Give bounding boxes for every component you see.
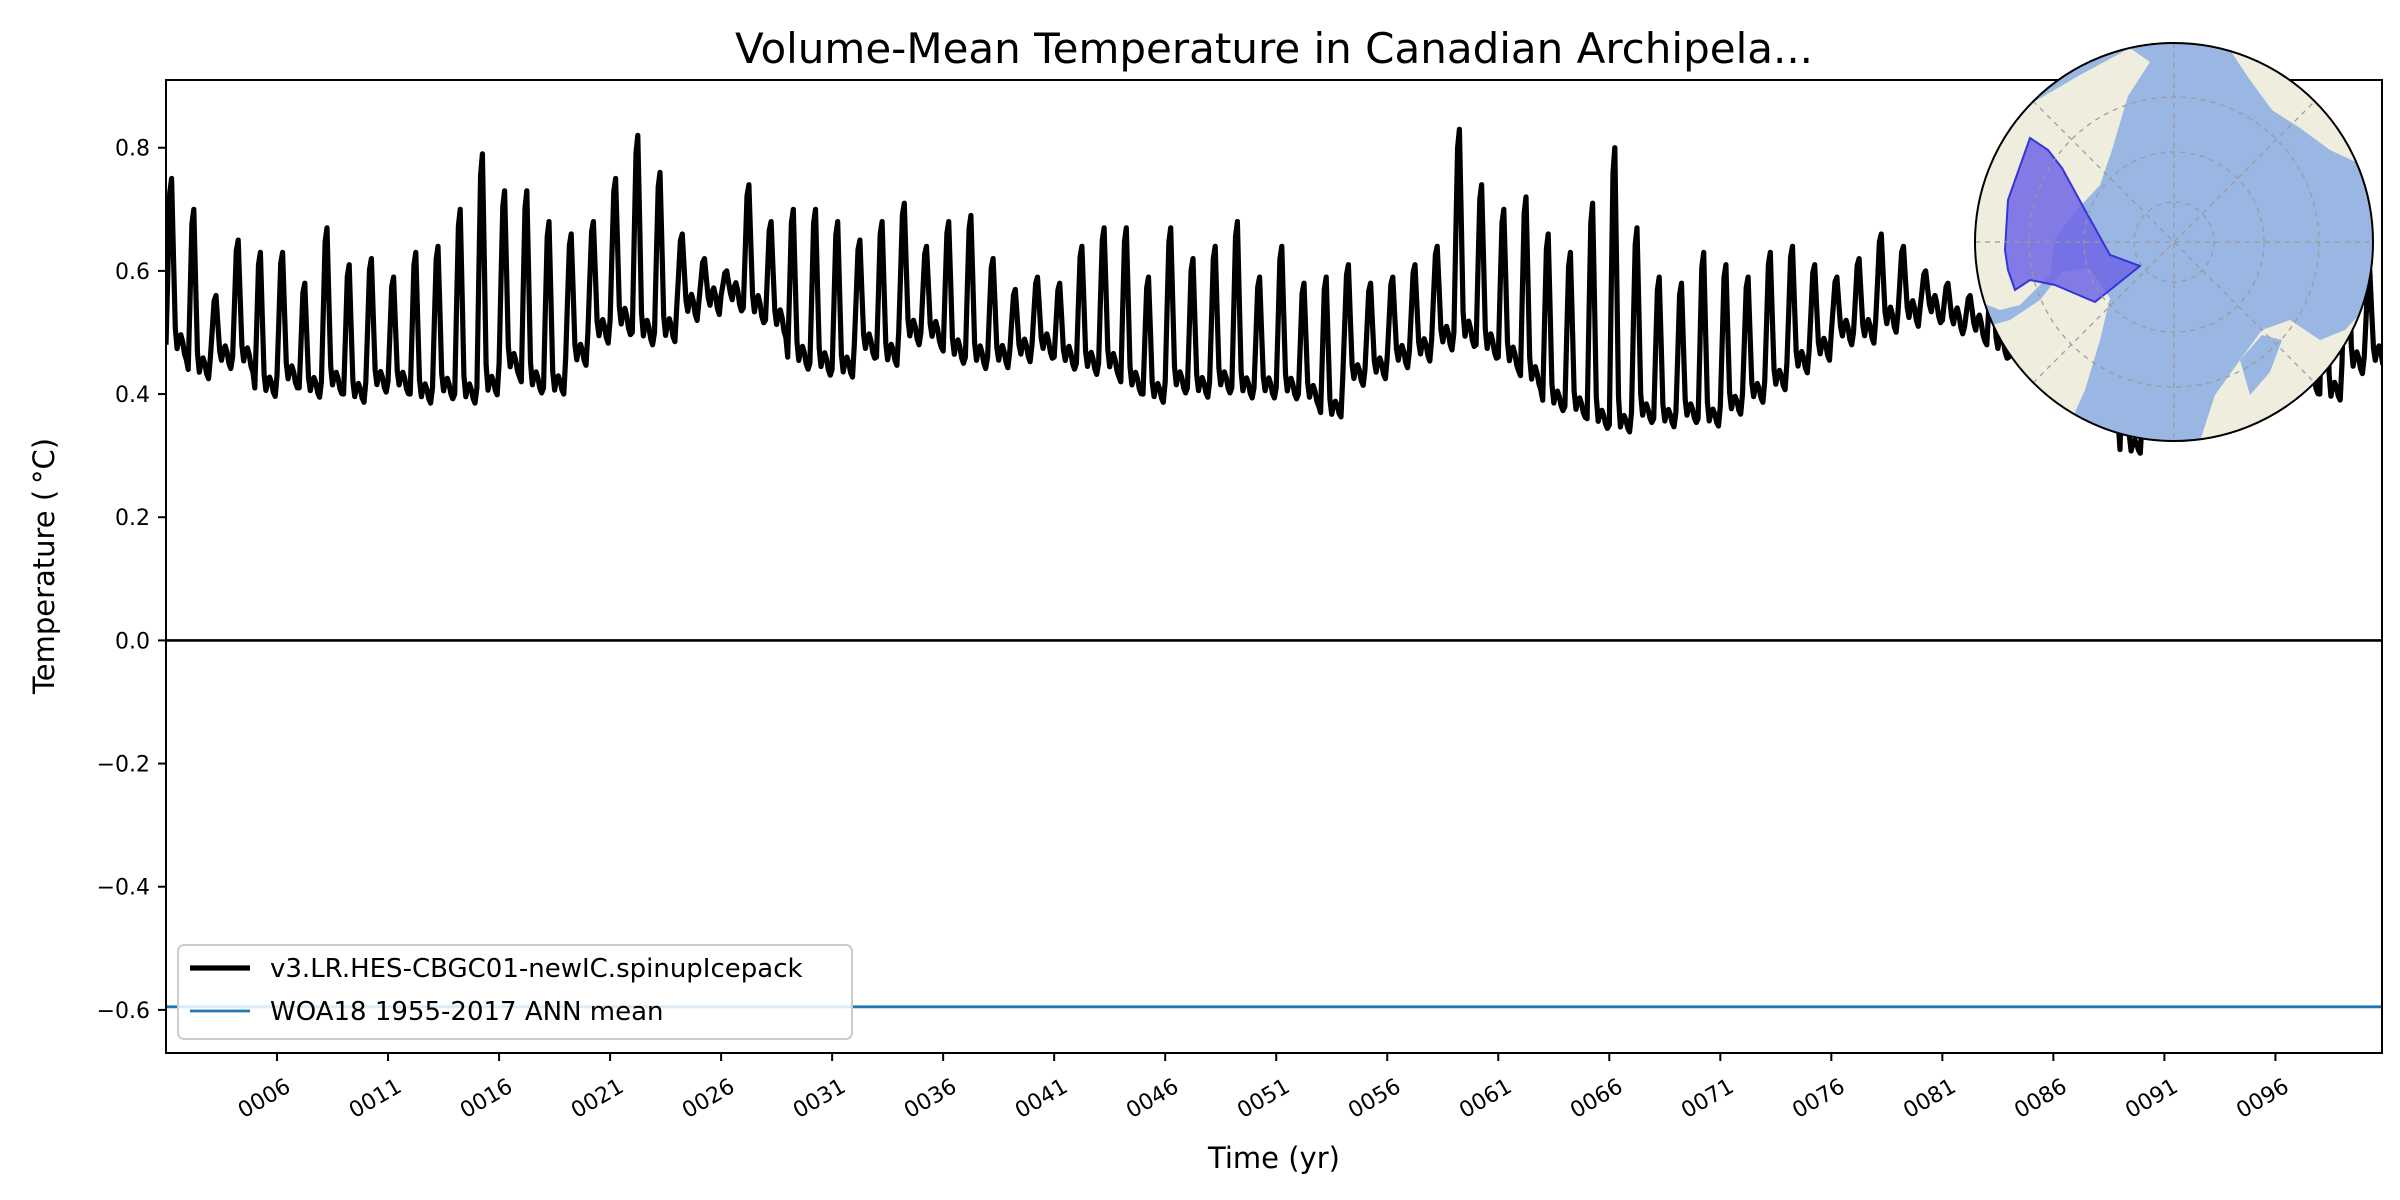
y-axis-label: Temperature ( °C) (27, 438, 61, 695)
x-tick-label: 0071 (1677, 1074, 1738, 1124)
y-tick-label: 0.6 (115, 260, 150, 285)
y-tick-label: 0.0 (115, 629, 150, 654)
x-tick-label: 0066 (1566, 1074, 1627, 1124)
y-tick-label: 0.2 (115, 506, 150, 531)
map-graticule (1975, 43, 2373, 441)
map-border (1974, 42, 2374, 442)
y-tick-label: 0.4 (115, 383, 150, 408)
x-tick-label: 0006 (234, 1074, 295, 1124)
x-tick-label: 0041 (1011, 1074, 1072, 1124)
x-tick-label: 0026 (678, 1074, 739, 1124)
y-axis: 0.8 0.6 0.4 0.2 0.0 −0.2 −0.4 −0.6 (97, 137, 166, 1024)
map-region-canadian-archipelago (2003, 136, 2143, 304)
x-tick-label: 0086 (2010, 1074, 2071, 1124)
x-tick-label: 0021 (567, 1074, 628, 1124)
x-tick-label: 0051 (1233, 1074, 1294, 1124)
x-tick-label: 0046 (1122, 1074, 1183, 1124)
plot-frame (165, 79, 2383, 1054)
x-tick-label: 0061 (1455, 1074, 1516, 1124)
x-axis-label: Time (yr) (1207, 1141, 1340, 1175)
x-tick-label: 0096 (2232, 1074, 2293, 1124)
y-tick-label: −0.4 (97, 876, 150, 901)
legend-box (177, 944, 853, 1040)
y-tick-label: −0.6 (97, 999, 150, 1024)
y-tick-label: −0.2 (97, 753, 150, 778)
map-land-eurasia (2175, 43, 2373, 441)
legend-label-woa18: WOA18 1955-2017 ANN mean (270, 997, 664, 1027)
x-tick-label: 0031 (789, 1074, 850, 1124)
legend: v3.LR.HES-CBGC01-newIC.spinupIcepack WOA… (177, 944, 853, 1040)
x-tick-label: 0081 (1899, 1074, 1960, 1124)
chart-title: Volume-Mean Temperature in Canadian Arch… (735, 24, 1813, 73)
inset-map (1974, 42, 2374, 442)
x-tick-label: 0091 (2121, 1074, 2182, 1124)
x-tick-label: 0011 (345, 1074, 406, 1124)
legend-label-model: v3.LR.HES-CBGC01-newIC.spinupIcepack (270, 954, 803, 984)
x-tick-label: 0016 (456, 1074, 517, 1124)
x-tick-label: 0056 (1344, 1074, 1405, 1124)
x-tick-label: 0076 (1788, 1074, 1849, 1124)
x-tick-label: 0036 (900, 1074, 961, 1124)
x-axis: 0006 0011 0016 0021 0026 0031 0036 0041 0046 0051… (234, 1053, 2293, 1124)
y-tick-label: 0.8 (115, 137, 150, 162)
